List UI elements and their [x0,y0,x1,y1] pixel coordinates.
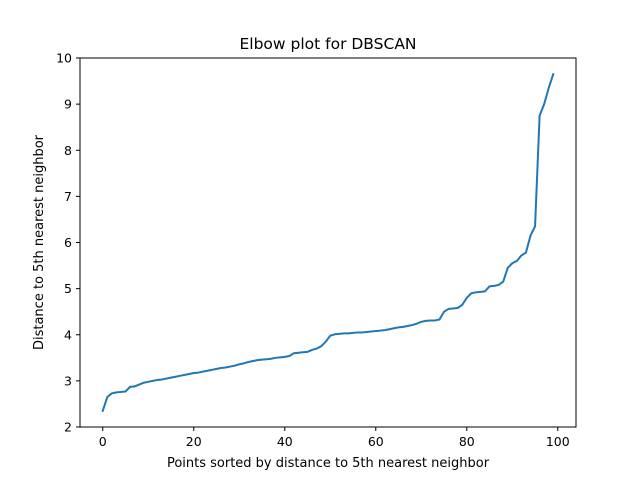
y-tick-label: 9 [64,97,72,112]
x-tick-label: 60 [368,434,384,449]
y-axis-label: Distance to 5th nearest neighbor [32,134,47,350]
y-tick-label: 7 [64,189,72,204]
x-tick-label: 0 [99,434,107,449]
x-tick-label: 40 [277,434,293,449]
chart-title: Elbow plot for DBSCAN [239,35,416,53]
y-tick-label: 6 [64,235,72,250]
y-axis: 2 3 4 5 6 7 8 9 10 [56,51,80,435]
x-axis-label: Points sorted by distance to 5th nearest… [167,456,490,471]
y-tick-label: 10 [56,51,72,66]
x-tick-label: 20 [186,434,202,449]
y-tick-label: 5 [64,281,72,296]
plot-area [101,72,555,413]
axes-frame [79,57,577,428]
y-tick-label: 8 [64,143,72,158]
y-tick-label: 3 [64,373,72,388]
y-tick-label: 4 [64,327,72,342]
series-line-0 [101,72,555,413]
x-tick-label: 80 [459,434,475,449]
x-tick-label: 100 [546,434,570,449]
y-tick-label: 2 [64,420,72,435]
x-axis: 0 20 40 60 80 100 [99,427,570,449]
